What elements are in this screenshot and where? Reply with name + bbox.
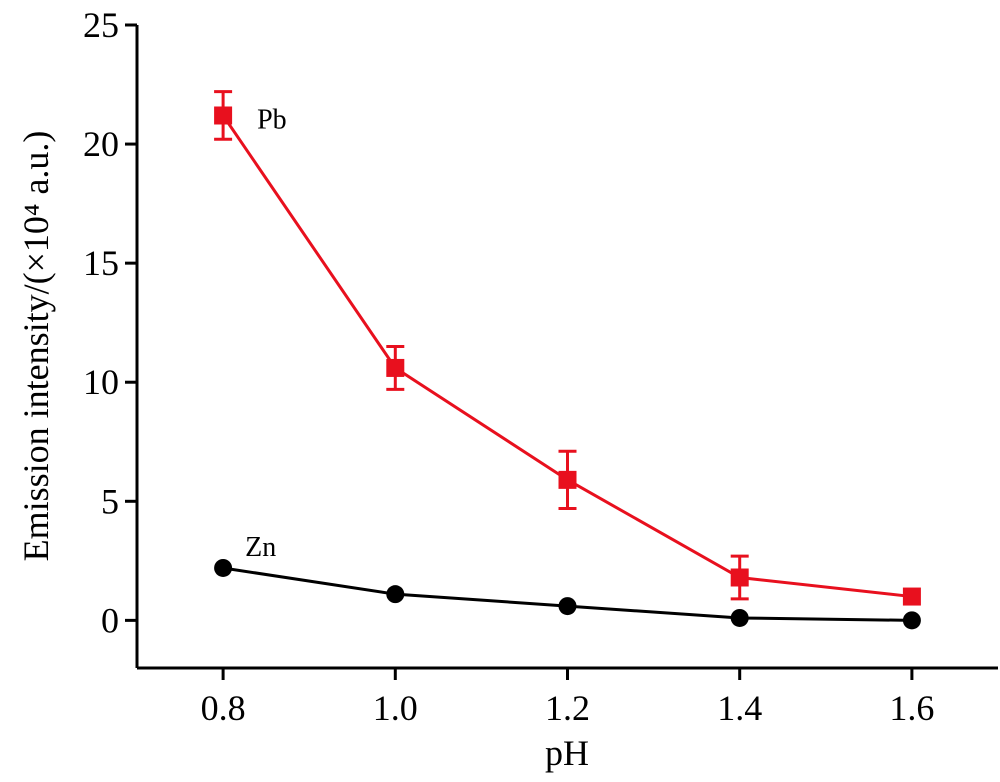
y-axis-title: Emission intensity/(×10⁴ a.u.) — [16, 131, 56, 562]
x-ticks: 0.8 1.0 1.2 1.4 1.6 — [201, 668, 934, 728]
data-point — [214, 106, 233, 125]
x-tick-label: 1.4 — [717, 688, 762, 728]
series-label: Pb — [257, 104, 287, 135]
x-tick-label: 1.2 — [545, 688, 590, 728]
data-point — [386, 358, 405, 377]
data-point — [558, 597, 577, 616]
x-tick-label: 0.8 — [201, 688, 246, 728]
y-ticks: 0 5 10 15 20 25 — [83, 5, 137, 640]
series-zn: Zn — [214, 532, 921, 630]
y-tick-label: 15 — [83, 243, 119, 283]
data-point — [386, 585, 405, 604]
plot-area: Pb Zn — [214, 90, 921, 630]
y-tick-label: 20 — [83, 124, 119, 164]
series-label: Zn — [245, 532, 276, 563]
data-point — [730, 608, 749, 627]
x-tick-label: 1.6 — [889, 688, 934, 728]
data-point — [730, 568, 749, 587]
data-point — [902, 587, 921, 606]
series-line — [221, 114, 913, 599]
x-axis-title: pH — [545, 733, 589, 773]
y-tick-label: 25 — [83, 5, 119, 45]
y-tick-label: 10 — [83, 362, 119, 402]
data-point — [558, 470, 577, 489]
series-pb: Pb — [214, 90, 921, 606]
x-tick-label: 1.0 — [373, 688, 418, 728]
axes: 0 5 10 15 20 25 0.8 1.0 1.2 1.4 1.6 — [83, 5, 998, 728]
y-tick-label: 5 — [101, 481, 119, 521]
y-tick-label: 0 — [101, 600, 119, 640]
data-point — [214, 558, 233, 577]
data-point — [902, 611, 921, 630]
